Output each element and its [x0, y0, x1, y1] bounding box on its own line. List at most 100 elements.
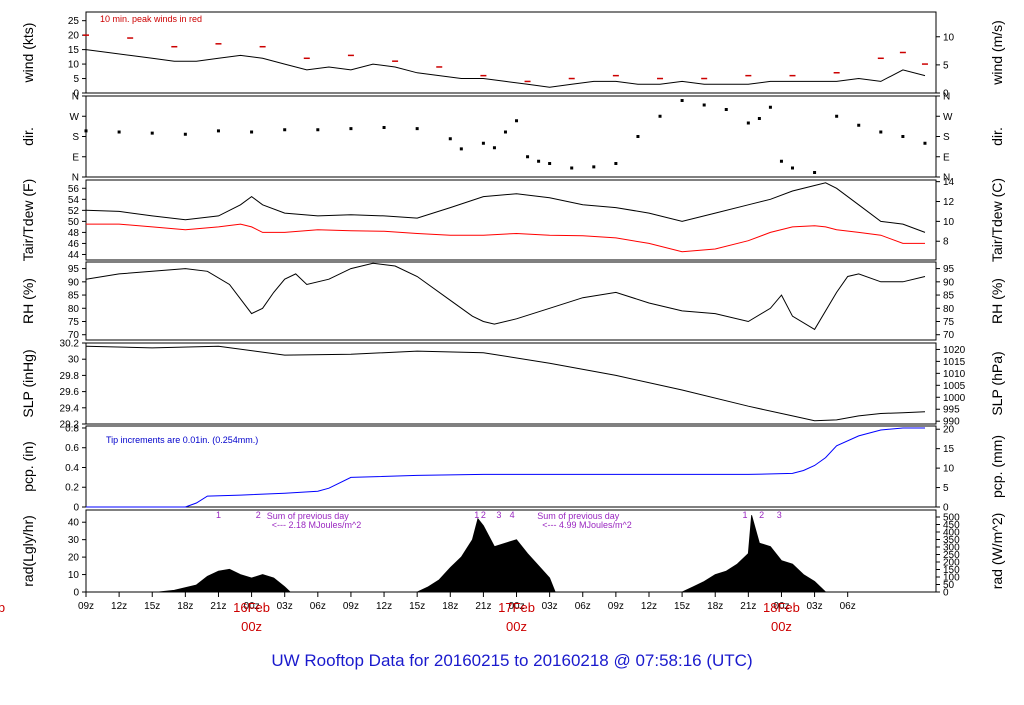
y-tick-label-left: 10	[68, 60, 80, 71]
y-tick-label-left: 30	[68, 355, 80, 366]
dir-point	[835, 114, 839, 118]
y-tick-label-right: E	[943, 152, 950, 163]
dir-point	[658, 114, 662, 118]
y-tick-label-left: 44	[68, 250, 80, 261]
series-line-rh-0	[85, 262, 926, 331]
y-axis-label-right: pcp. (mm)	[989, 435, 1005, 498]
y-tick-label-right: 8	[943, 237, 949, 248]
panel-temp: Tair/Tdew (F) Tair/Tdew (C) 44464850525456…	[20, 177, 1005, 262]
panel-frame	[85, 179, 937, 261]
y-tick-label-right: 500	[943, 512, 960, 523]
x-tick-label: 00z	[773, 601, 789, 612]
dir-point	[614, 162, 618, 165]
panel-frame	[85, 95, 937, 178]
y-tick-label-left: 70	[68, 330, 80, 341]
rad-annotation: <--- 2.18 MJoules/m^2	[272, 520, 362, 530]
y-tick-label-right: 350	[943, 535, 960, 546]
day-label-hour: 00z	[771, 619, 792, 634]
dir-point	[790, 166, 794, 170]
series-line-wind-0	[85, 49, 926, 88]
radiation-area	[157, 515, 827, 593]
y-tick-label-right: N	[943, 173, 950, 184]
y-axis-label-left: pcp. (in)	[20, 441, 36, 492]
series-line-temp-1	[86, 223, 925, 253]
rad-annotation: <--- 4.99 MJoules/m^2	[542, 520, 632, 530]
x-tick-label: 18z	[707, 601, 723, 612]
y-tick-label-left: 0.6	[65, 443, 79, 454]
dir-point	[492, 146, 496, 150]
dir-point	[901, 135, 905, 138]
panel-frame	[85, 11, 937, 94]
y-tick-label-right: 1000	[943, 393, 966, 404]
x-tick-label: 03z	[542, 601, 558, 612]
y-tick-label-right: 995	[943, 405, 960, 416]
y-tick-label-left: 48	[68, 228, 80, 239]
y-tick-label-right: 90	[943, 277, 955, 288]
y-tick-label-left: 30	[68, 535, 80, 546]
x-tick-label: 18z	[442, 601, 458, 612]
x-tick-label: 21z	[475, 601, 491, 612]
x-tick-label: 06z	[840, 601, 856, 612]
y-tick-label-left: 0	[73, 89, 79, 100]
y-tick-label-right: 70	[943, 330, 955, 341]
dir-point	[857, 123, 861, 127]
panel-wind: wind (kts) wind (m/s) 0 5 10 15 20 25 0 5 10 10 min…	[20, 11, 1005, 100]
panel-frame	[85, 342, 937, 425]
y-tick-label-left: 0	[73, 503, 79, 514]
x-tick-label: 03z	[277, 601, 293, 612]
y-axis-label-left: RH (%)	[20, 278, 36, 324]
y-tick-label-left: 15	[68, 45, 80, 56]
y-tick-label-left: 90	[68, 277, 80, 288]
dir-point	[724, 108, 728, 111]
x-tick-label: 18z	[177, 601, 193, 612]
x-tick-label: 09z	[608, 601, 624, 612]
y-tick-label-left: E	[72, 152, 79, 163]
panel-pcp: pcp. (in) pcp. (mm) 0 0.2 0.4 0.6 0.8 0 5 10 15 20 T…	[20, 423, 1005, 513]
day-label-date: 16Feb	[233, 600, 270, 615]
y-tick-label-right: 10	[943, 217, 955, 228]
y-tick-label-left: 25	[68, 16, 80, 27]
dir-point	[537, 159, 541, 163]
y-tick-label-right: 1020	[943, 345, 966, 356]
rad-annotation: Sum of previous day	[267, 511, 350, 521]
dir-point	[349, 127, 353, 131]
y-tick-label-left: 10	[68, 570, 80, 581]
rad-marker: 4	[510, 510, 515, 520]
dir-point	[84, 129, 88, 133]
dir-point	[150, 131, 154, 135]
y-tick-label-right: 150	[943, 565, 960, 576]
y-axis-label-left: Tair/Tdew (F)	[20, 179, 36, 261]
wind-annotation: 10 min. peak winds in red	[100, 14, 202, 24]
y-tick-label-left: N	[72, 173, 79, 184]
rad-marker: 2	[481, 510, 486, 520]
y-tick-label-right: 300	[943, 542, 960, 553]
y-tick-label-right: 1010	[943, 369, 966, 380]
x-tick-label: 06z	[310, 601, 326, 612]
rad-marker: 3	[496, 510, 501, 520]
y-tick-label-right: 10	[943, 464, 955, 475]
y-axis-label-right: dir.	[989, 127, 1005, 146]
x-tick-label: 21z	[740, 601, 756, 612]
dir-point	[746, 121, 750, 125]
chart-title: UW Rooftop Data for 20160215 to 20160218…	[271, 651, 752, 670]
y-tick-label-right: 75	[943, 317, 955, 328]
y-tick-label-left: 50	[68, 217, 80, 228]
y-tick-label-right: 50	[943, 580, 955, 591]
y-tick-label-left: 0.2	[65, 483, 79, 494]
rad-annotation: Sum of previous day	[537, 511, 620, 521]
y-axis-label-left: rad(Lgly/hr)	[20, 515, 36, 587]
day-label-date: 15Feb	[0, 600, 5, 615]
y-tick-label-left: 75	[68, 317, 80, 328]
panel-frame	[85, 425, 937, 508]
dir-point	[183, 132, 187, 136]
y-axis-label-right: Tair/Tdew (C)	[989, 178, 1005, 262]
y-tick-label-left: 20	[68, 31, 80, 42]
y-tick-label-left: 85	[68, 291, 80, 302]
y-tick-label-left: 30.2	[60, 339, 80, 350]
series-line-pcp-0	[86, 427, 925, 508]
y-tick-label-right: N	[943, 92, 950, 103]
dir-point	[526, 155, 530, 159]
y-tick-label-right: 85	[943, 291, 955, 302]
y-tick-label-right: 0	[943, 503, 949, 514]
